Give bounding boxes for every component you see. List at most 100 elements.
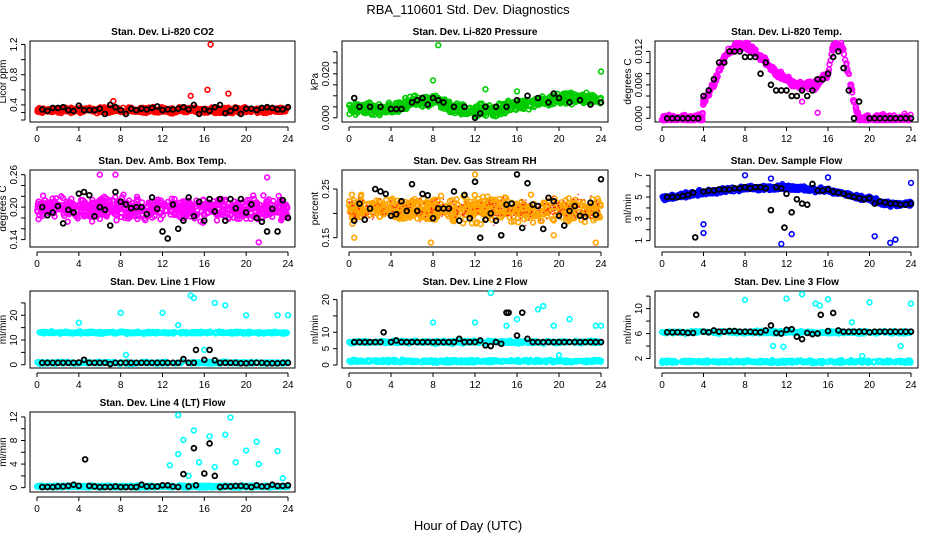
- x-axis: 0 4 8 12 16 20 24: [34, 126, 294, 145]
- x-axis: 0 4 8 12 16 20 24: [34, 251, 294, 270]
- hourly-point: [419, 94, 426, 102]
- x-tick-label: 0: [659, 134, 665, 145]
- x-tick-label: 0: [659, 259, 665, 270]
- data-point-overlay: [488, 201, 490, 204]
- data-point-overlay: [553, 209, 556, 212]
- hourly-point: [508, 200, 516, 207]
- hourly-point: [284, 103, 292, 111]
- hourly-point: [350, 94, 358, 102]
- x-tick-label: 0: [346, 134, 352, 145]
- data-point-overlay: [351, 201, 353, 203]
- data-point-overlay: [471, 208, 474, 211]
- data-point-overlay: [454, 216, 457, 218]
- x-tick-label: 4: [388, 134, 394, 145]
- data-point: [741, 172, 749, 179]
- hourly-point: [221, 217, 229, 224]
- data-point-overlay: [433, 199, 436, 201]
- data-point-overlay: [552, 213, 554, 216]
- hourly-point: [408, 180, 416, 188]
- data-point-overlay: [528, 219, 530, 221]
- y-tick-label: 0.006: [634, 72, 645, 97]
- plot-frame: [654, 40, 919, 123]
- data-point-overlay: [354, 213, 357, 216]
- hourly-point: [524, 92, 531, 100]
- data-point: [350, 106, 357, 114]
- data-point-overlay: [433, 208, 435, 211]
- data-point-overlay: [520, 211, 522, 214]
- data-point-overlay: [501, 214, 503, 216]
- data-point-overlay: [430, 208, 432, 210]
- hourly-point: [783, 190, 790, 198]
- data-point-overlay: [351, 213, 353, 215]
- data-point-overlay: [405, 204, 407, 207]
- data-point-overlay: [419, 197, 421, 200]
- data-point-overlay: [591, 210, 593, 212]
- data-point-overlay: [492, 203, 495, 205]
- x-tick-label: 24: [282, 259, 294, 270]
- data-point: [493, 109, 501, 117]
- y-axis-label: Licor ppm: [0, 60, 9, 104]
- hourly-point: [398, 105, 405, 113]
- x-tick-label: 16: [822, 259, 834, 270]
- data-point-overlay: [597, 203, 599, 205]
- hourly-point: [424, 101, 432, 108]
- data-point-overlay: [376, 202, 379, 205]
- data-point-overlay: [436, 198, 438, 200]
- data-point: [113, 217, 120, 224]
- hourly-point: [279, 106, 287, 113]
- data-point-overlay: [464, 210, 467, 213]
- data-point-overlay: [510, 216, 513, 219]
- data-point-overlay: [463, 214, 465, 216]
- data-point-overlay: [590, 195, 592, 197]
- data-point-overlay: [461, 203, 463, 206]
- data-point-overlay: [419, 221, 421, 223]
- x-axis: 0 4 8 12 16 20 24: [659, 251, 917, 270]
- data-point-overlay: [578, 206, 580, 208]
- y-axis-label: ml/min: [623, 194, 634, 223]
- x-tick-label: 0: [34, 134, 40, 145]
- hourly-point: [566, 99, 573, 106]
- data-point-overlay: [451, 200, 454, 202]
- hourly-point: [263, 228, 271, 235]
- data-point-overlay: [530, 210, 533, 213]
- x-tick-label: 0: [346, 259, 352, 270]
- hourly-point: [227, 107, 234, 115]
- hourly-point: [106, 222, 114, 229]
- data-point: [499, 104, 507, 111]
- data-point-overlay: [517, 206, 520, 209]
- hourly-point: [174, 225, 182, 233]
- data-point-overlay: [510, 210, 512, 212]
- hourly-point: [476, 234, 484, 242]
- data-point-overlay: [477, 212, 479, 214]
- data-point-overlay: [462, 205, 464, 207]
- hourly-point: [195, 110, 203, 118]
- data-point-overlay: [396, 204, 398, 206]
- data-point: [767, 175, 775, 182]
- hourly-point: [798, 200, 806, 207]
- data-point-overlay: [442, 203, 444, 205]
- data-point: [892, 236, 899, 243]
- data-point: [592, 97, 599, 105]
- panel-title: Stan. Dev. Amb. Box Temp.: [98, 156, 226, 167]
- data-point: [565, 195, 572, 202]
- data-point-overlay: [484, 207, 486, 210]
- data-point: [351, 234, 358, 241]
- data-point-overlay: [584, 210, 586, 212]
- hourly-point: [539, 225, 547, 233]
- hourly-point: [185, 194, 192, 201]
- panel-title: Stan. Dev. Li-820 CO2: [111, 27, 214, 38]
- hourly-point: [122, 110, 130, 118]
- x-tick-label: 4: [701, 259, 707, 270]
- hourly-point: [534, 94, 542, 102]
- data-point: [88, 218, 96, 225]
- data-point-overlay: [563, 200, 565, 202]
- data-point-overlay: [598, 210, 600, 212]
- y-tick-label: 0.20: [9, 197, 20, 217]
- x-tick-label: 4: [76, 259, 82, 270]
- data-point-overlay: [442, 214, 444, 216]
- plot-frame: [341, 40, 609, 123]
- data-point: [520, 100, 528, 107]
- data-point: [164, 198, 171, 206]
- data-point-overlay: [399, 212, 401, 214]
- data-point-overlay: [431, 210, 433, 212]
